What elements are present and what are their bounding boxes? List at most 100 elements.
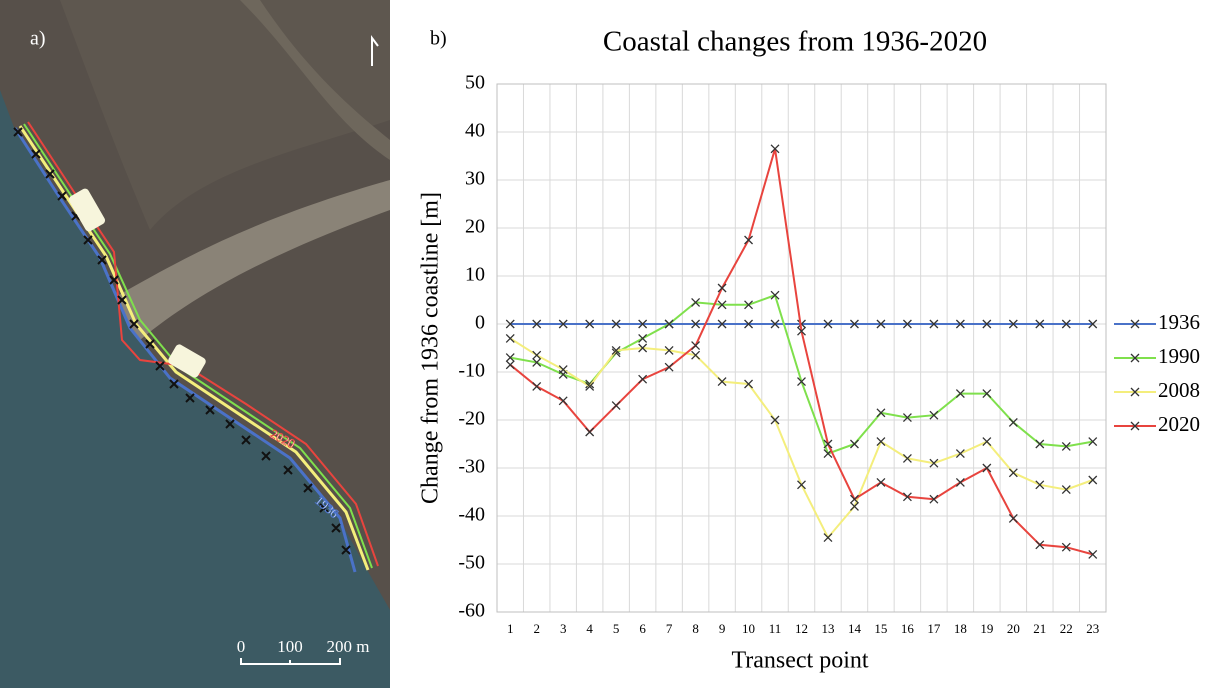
point-marker [638, 333, 648, 343]
scale-bar [240, 658, 341, 665]
x-tick-label: 13 [821, 621, 834, 636]
point-marker [823, 319, 833, 329]
point-marker [849, 439, 859, 449]
x-tick-label: 21 [1033, 621, 1046, 636]
y-tick-label: -20 [458, 408, 485, 430]
point-marker [505, 333, 515, 343]
point-marker [691, 350, 701, 360]
point-marker [691, 297, 701, 307]
x-tick-label: 2 [533, 621, 540, 636]
point-marker [955, 449, 965, 459]
panel-label: a) [30, 28, 46, 50]
x-tick-label: 8 [692, 621, 699, 636]
panel-label: b) [430, 28, 447, 50]
point-marker [717, 283, 727, 293]
y-tick-label: -60 [458, 600, 485, 622]
legend-label: 1936 [1158, 310, 1200, 334]
point-marker [876, 437, 886, 447]
point-marker [505, 353, 515, 363]
point-marker [664, 362, 674, 372]
point-marker [1008, 468, 1018, 478]
point-marker [902, 453, 912, 463]
point-marker [955, 319, 965, 329]
y-tick-label: 50 [465, 72, 485, 94]
point-marker [823, 439, 833, 449]
point-marker [558, 319, 568, 329]
point-marker [1061, 485, 1071, 495]
point-marker [797, 480, 806, 490]
series-line [509, 148, 1094, 556]
point-marker [982, 437, 992, 447]
point-marker [1061, 542, 1071, 552]
point-marker [558, 396, 568, 406]
point-marker [982, 389, 992, 399]
y-tick-label: -40 [458, 504, 485, 526]
point-marker [876, 408, 886, 418]
aerial-map: 2020 1936 a) 0 100 200 m [0, 0, 390, 688]
point-marker [876, 319, 886, 329]
y-tick-label: 30 [465, 168, 485, 190]
point-marker [902, 492, 912, 502]
scale-label: 0 [237, 637, 246, 656]
x-tick-label: 10 [742, 621, 755, 636]
point-marker [1035, 480, 1045, 490]
point-marker [955, 389, 965, 399]
point-marker [558, 365, 568, 375]
point-marker [823, 533, 833, 543]
x-tick-label: 3 [560, 621, 567, 636]
point-marker [849, 319, 859, 329]
y-tick-label: 40 [465, 120, 485, 142]
point-marker [1061, 441, 1071, 451]
point-marker [585, 319, 595, 329]
point-marker [611, 401, 621, 411]
x-tick-label: 5 [613, 621, 620, 636]
point-marker [744, 300, 754, 310]
point-marker [585, 381, 595, 391]
transect-markers [13, 127, 351, 555]
legend-label: 2020 [1158, 412, 1200, 436]
point-marker [849, 494, 859, 504]
y-tick-label: 20 [465, 216, 485, 238]
label-box [168, 344, 206, 378]
point-marker [638, 319, 648, 329]
x-tick-label: 20 [1007, 621, 1020, 636]
point-marker [505, 360, 515, 370]
point-marker [982, 319, 992, 329]
river-fan [110, 180, 390, 340]
ridge [240, 0, 390, 160]
sea [0, 90, 390, 688]
point-marker [1035, 540, 1045, 550]
legend-marker [1130, 421, 1140, 431]
point-marker [1035, 439, 1045, 449]
point-marker [849, 501, 859, 511]
x-tick-label: 12 [795, 621, 808, 636]
point-marker [955, 477, 965, 487]
x-tick-label: 22 [1060, 621, 1073, 636]
point-marker [532, 381, 542, 391]
point-marker [929, 410, 939, 420]
point-marker [770, 290, 780, 300]
point-marker [532, 357, 542, 367]
point-marker [744, 235, 754, 245]
legend-marker [1130, 319, 1140, 329]
scale-label: 100 [277, 637, 303, 656]
x-tick-label: 18 [954, 621, 967, 636]
x-tick-label: 15 [874, 621, 887, 636]
marker-path [13, 127, 351, 555]
y-tick-label: -30 [458, 456, 485, 478]
point-marker [1088, 475, 1098, 485]
point-marker [770, 319, 780, 329]
y-tick-label: 10 [465, 264, 485, 286]
x-tick-label: 4 [586, 621, 593, 636]
y-axis-label: Change from 1936 coastline [m] [418, 192, 444, 504]
x-tick-label: 11 [769, 621, 782, 636]
scale-label: 200 m [327, 637, 370, 656]
legend-marker [1130, 353, 1140, 363]
point-marker [929, 494, 939, 504]
point-marker [770, 144, 780, 154]
point-marker [664, 319, 674, 329]
point-marker [532, 350, 542, 360]
label-box [68, 188, 106, 232]
